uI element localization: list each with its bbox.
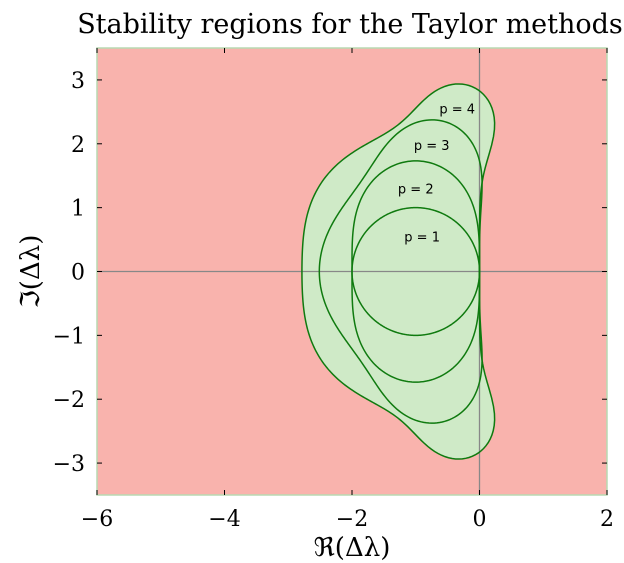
- y-tick-label: 1: [71, 197, 85, 222]
- chart-title: Stability regions for the Taylor methods: [77, 9, 623, 40]
- boundary-curve-p1: [351, 206, 481, 337]
- x-tick-label: 0: [473, 507, 487, 532]
- x-tick-label: −4: [208, 507, 240, 532]
- x-axis-ticks: −6 −4 −2 0 2: [81, 48, 614, 532]
- curve-label-2: p = 2: [398, 182, 434, 197]
- curve-labels: p = 1 p = 2 p = 3 p = 4: [398, 103, 475, 246]
- boundary-curve-p3: [318, 119, 483, 424]
- y-tick-label: 3: [71, 69, 85, 94]
- y-tick-label: −2: [53, 388, 85, 413]
- y-axis-ticks: −3 −2 −1 0 1 2 3: [53, 69, 607, 477]
- x-tick-label: 2: [600, 507, 614, 532]
- y-tick-label: −3: [53, 452, 85, 477]
- y-tick-label: −1: [53, 324, 85, 349]
- y-axis-label: ℑ(Δλ): [16, 235, 46, 309]
- y-tick-label: 2: [71, 133, 85, 158]
- x-axis-label: ℜ(Δλ): [314, 533, 391, 563]
- stability-boundaries: [301, 83, 496, 460]
- x-tick-label: −6: [81, 507, 113, 532]
- x-tick-label: −2: [336, 507, 368, 532]
- y-tick-label: 0: [71, 261, 85, 286]
- curve-label-4: p = 4: [439, 103, 475, 118]
- boundary-curve-p4: [301, 83, 496, 460]
- curve-label-1: p = 1: [404, 230, 440, 245]
- curve-label-3: p = 3: [414, 139, 450, 154]
